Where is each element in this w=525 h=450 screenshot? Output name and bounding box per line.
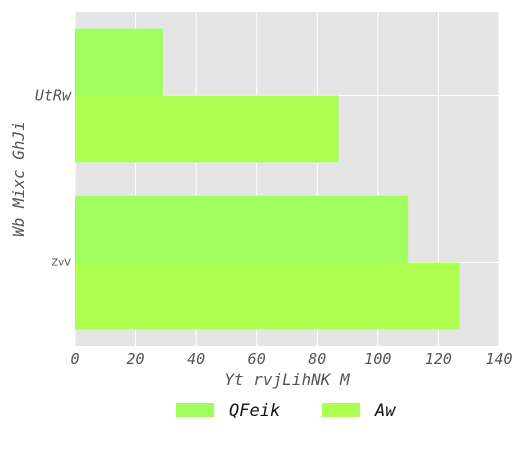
x-tick-label: 100	[364, 350, 391, 368]
y-tick-label: ZvV	[51, 258, 71, 269]
legend: QFeik Aw	[176, 401, 396, 421]
bar-qfeik-zvv	[75, 195, 409, 263]
legend-label-qfeik: QFeik	[229, 401, 280, 421]
x-tick-label: 0	[70, 350, 79, 368]
y-axis-label: Wb Mixc GhJi	[9, 121, 28, 237]
x-tick-label: 120	[425, 350, 452, 368]
bar-qfeik-utrw	[75, 28, 163, 96]
legend-swatch-qfeik	[176, 403, 214, 417]
legend-swatch-aw	[322, 403, 360, 417]
x-tick-label: 80	[308, 350, 326, 368]
bars	[75, 28, 460, 330]
y-tick-labels: UtRw ZvV	[35, 87, 72, 269]
x-tick-label: 60	[248, 350, 266, 368]
x-tick-label: 40	[187, 350, 205, 368]
x-tick-label: 20	[127, 350, 145, 368]
legend-label-aw: Aw	[374, 401, 396, 421]
bar-aw-utrw	[75, 95, 339, 163]
y-tick-label: UtRw	[35, 87, 72, 105]
x-tick-label: 140	[485, 350, 512, 368]
bar-aw-zvv	[75, 262, 460, 330]
x-tick-labels: 0 20 40 60 80 100 120 140	[70, 350, 512, 368]
x-axis-label: Yt rvjLihNK M	[224, 370, 351, 389]
